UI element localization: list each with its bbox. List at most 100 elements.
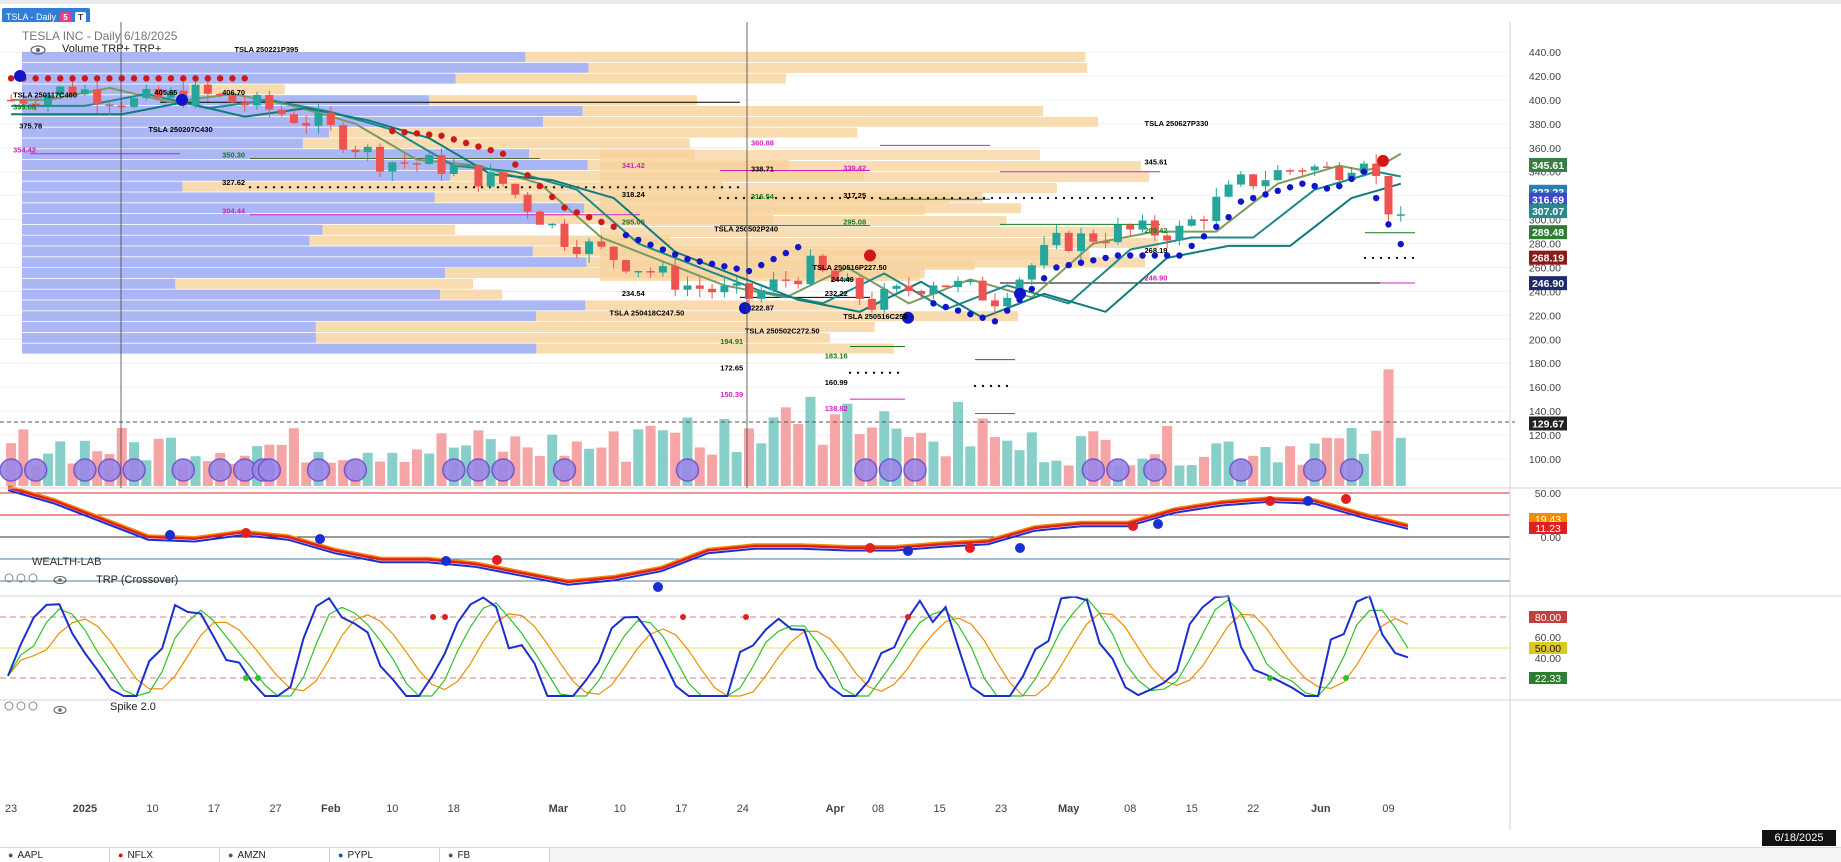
- stop-dot: [561, 204, 568, 211]
- stop-dot: [130, 75, 138, 82]
- stop-dot: [32, 75, 39, 82]
- volume-profile-bar: [22, 138, 303, 149]
- trp-cross-dot: [865, 543, 875, 553]
- candle-body: [93, 89, 102, 105]
- volume-profile-bar: [600, 271, 921, 281]
- chart-window-tab[interactable]: TSLA - Daily 5 T: [2, 8, 91, 26]
- volume-bar: [18, 429, 29, 486]
- symbol-tab[interactable]: ● NFLX: [110, 848, 220, 862]
- volume-bar: [301, 462, 312, 486]
- dotted-level: [1062, 196, 1066, 200]
- time-axis-label: 08: [872, 803, 884, 815]
- dotted-level: [989, 384, 993, 388]
- signal-dot: [739, 302, 751, 315]
- stop-dot: [487, 146, 494, 154]
- volume-profile-bar: [182, 181, 723, 192]
- eye-icon[interactable]: [30, 45, 46, 55]
- volume-profile-bar: [22, 170, 451, 181]
- stop-dot: [1360, 168, 1368, 175]
- volume-bar: [707, 454, 718, 486]
- stop-dot: [967, 310, 974, 318]
- candle-body: [499, 172, 508, 184]
- level-annotation: 406.70: [222, 88, 245, 97]
- dotted-level: [856, 371, 860, 375]
- price-tick-label: 140.00: [1529, 406, 1561, 418]
- dotted-level: [272, 186, 276, 189]
- volume-bar: [657, 430, 668, 486]
- symbol-tab[interactable]: ● PYPL: [330, 848, 440, 862]
- panel-controls-icon[interactable]: [4, 573, 38, 583]
- stop-dot: [7, 75, 15, 82]
- dotted-level: [672, 186, 676, 189]
- volume-profile-bar: [22, 127, 330, 138]
- eye-icon[interactable]: [53, 705, 67, 715]
- dotted-level: [1371, 256, 1375, 260]
- candle-body: [1126, 224, 1135, 230]
- level-annotation: 360.88: [751, 138, 774, 147]
- candle-body: [904, 285, 913, 292]
- time-axis-label: Mar: [549, 803, 569, 815]
- stop-dot: [1286, 184, 1294, 191]
- dotted-level: [552, 186, 556, 189]
- dotted-level: [973, 384, 977, 388]
- dotted-level: [624, 186, 628, 189]
- symbol-tab[interactable]: ● AMZN: [220, 848, 330, 862]
- level-annotation: 295.06: [622, 217, 645, 226]
- eye-icon[interactable]: [53, 575, 67, 585]
- dotted-level: [696, 186, 700, 189]
- stop-dot: [1225, 213, 1232, 221]
- signal-marker: [1302, 458, 1327, 482]
- stop-dot: [155, 75, 162, 82]
- volume-bar: [461, 445, 472, 486]
- spike-low-dot: [1343, 675, 1349, 681]
- signal-marker: [23, 458, 48, 482]
- stop-dot: [1151, 252, 1159, 259]
- dotted-level: [1102, 196, 1106, 200]
- candle-body: [154, 88, 163, 98]
- symbol-tab[interactable]: ● FB: [440, 848, 550, 862]
- dotted-level: [1038, 196, 1042, 200]
- stop-dot: [1249, 194, 1257, 202]
- volume-bar: [1321, 437, 1332, 486]
- volume-bar: [682, 417, 693, 486]
- dotted-level: [632, 186, 636, 189]
- level-annotation: TSLA 250221P395: [234, 45, 298, 54]
- dotted-level: [718, 196, 722, 200]
- signal-dot: [14, 69, 26, 82]
- dotted-level: [464, 186, 468, 189]
- candle-body: [818, 255, 827, 271]
- volume-bar: [1100, 439, 1111, 486]
- volume-profile-bar: [22, 149, 530, 160]
- signal-marker: [208, 458, 232, 482]
- volume-bar: [571, 441, 582, 486]
- candle-body: [314, 112, 323, 126]
- panel-controls-icon[interactable]: [4, 701, 38, 711]
- chart-tab-badge[interactable]: T: [75, 11, 87, 23]
- volume-bar: [338, 460, 349, 486]
- dotted-level: [656, 186, 660, 189]
- price-tick-label: 160.00: [1529, 382, 1561, 394]
- dotted-level: [888, 371, 892, 375]
- chart-canvas[interactable]: TSLA 250221P395 TSLA 250117C460 TSLA 25020…: [0, 0, 1841, 830]
- volume-bar: [522, 447, 533, 486]
- signal-dot: [1377, 154, 1389, 167]
- signal-marker: [854, 458, 878, 482]
- dotted-level: [790, 196, 794, 200]
- volume-profile-bar: [22, 116, 544, 127]
- dotted-level: [838, 196, 842, 200]
- symbol-tab[interactable]: ● AAPL: [0, 848, 110, 862]
- stop-dot: [204, 75, 212, 82]
- dotted-level: [704, 186, 708, 189]
- level-annotation: TSLA 250516P227.50: [812, 263, 886, 272]
- trp-cross-dot: [492, 555, 502, 565]
- spike-high-dot: [430, 614, 436, 620]
- time-axis-label: 08: [1124, 803, 1136, 815]
- dotted-level: [990, 196, 994, 200]
- chart-tab-badge[interactable]: 5: [60, 11, 72, 23]
- trp-cross-dot: [965, 543, 975, 553]
- volume-profile-bar: [22, 246, 533, 257]
- candle-body: [1261, 180, 1270, 187]
- trp-line-blue: [7, 489, 1409, 586]
- time-axis-label: 24: [737, 803, 749, 815]
- level-annotation: 183.16: [825, 351, 848, 360]
